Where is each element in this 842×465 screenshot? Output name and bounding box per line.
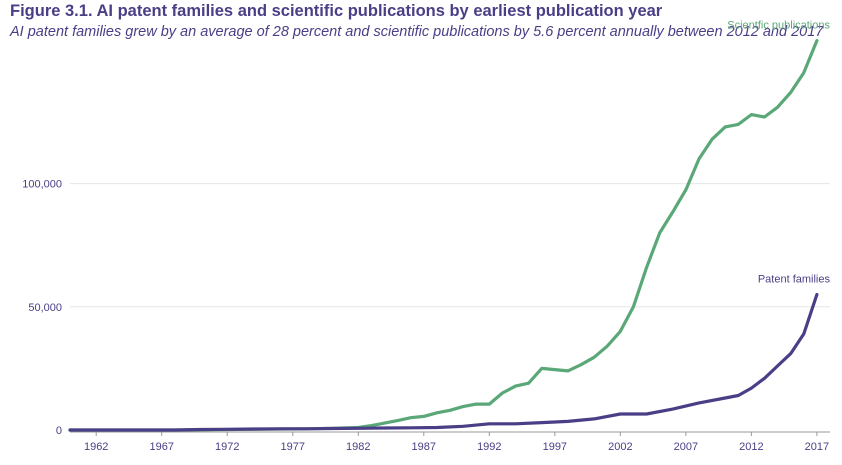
y-tick-label: 100,000 bbox=[22, 179, 62, 191]
x-tick-label: 1987 bbox=[412, 441, 436, 453]
x-axis-tick-labels: 1962 1967 1972 1977 1982 1987 1992 1997 2002 2007… bbox=[84, 432, 829, 453]
y-axis-tick-labels: 0 50,000 100,000 bbox=[22, 179, 62, 437]
x-tick-label: 1962 bbox=[84, 441, 108, 453]
y-tick-label: 0 bbox=[56, 425, 62, 437]
x-tick-label: 2017 bbox=[805, 441, 829, 453]
x-tick-label: 1992 bbox=[477, 441, 501, 453]
x-tick-label: 1982 bbox=[346, 441, 370, 453]
patent-families-label: Patent families bbox=[758, 273, 831, 285]
figure-title: Figure 3.1. AI patent families and scien… bbox=[10, 2, 663, 20]
figure-subtitle: AI patent families grew by an average of… bbox=[10, 24, 824, 40]
x-tick-label: 2002 bbox=[608, 441, 632, 453]
series-labels: Scientfic publications Patent families bbox=[727, 20, 830, 286]
patent-families-line bbox=[68, 292, 819, 432]
scientific-publications-label: Scientfic publications bbox=[727, 20, 830, 32]
x-tick-label: 1977 bbox=[281, 441, 305, 453]
y-tick-label: 50,000 bbox=[28, 302, 62, 314]
grid-lines bbox=[70, 183, 830, 308]
scientific-publications-line bbox=[68, 38, 819, 432]
x-tick-label: 1972 bbox=[215, 441, 239, 453]
series-lines bbox=[68, 38, 819, 432]
x-tick-label: 2012 bbox=[739, 441, 763, 453]
x-tick-label: 2007 bbox=[674, 441, 698, 453]
x-tick-label: 1967 bbox=[149, 441, 173, 453]
x-tick-label: 1997 bbox=[543, 441, 567, 453]
